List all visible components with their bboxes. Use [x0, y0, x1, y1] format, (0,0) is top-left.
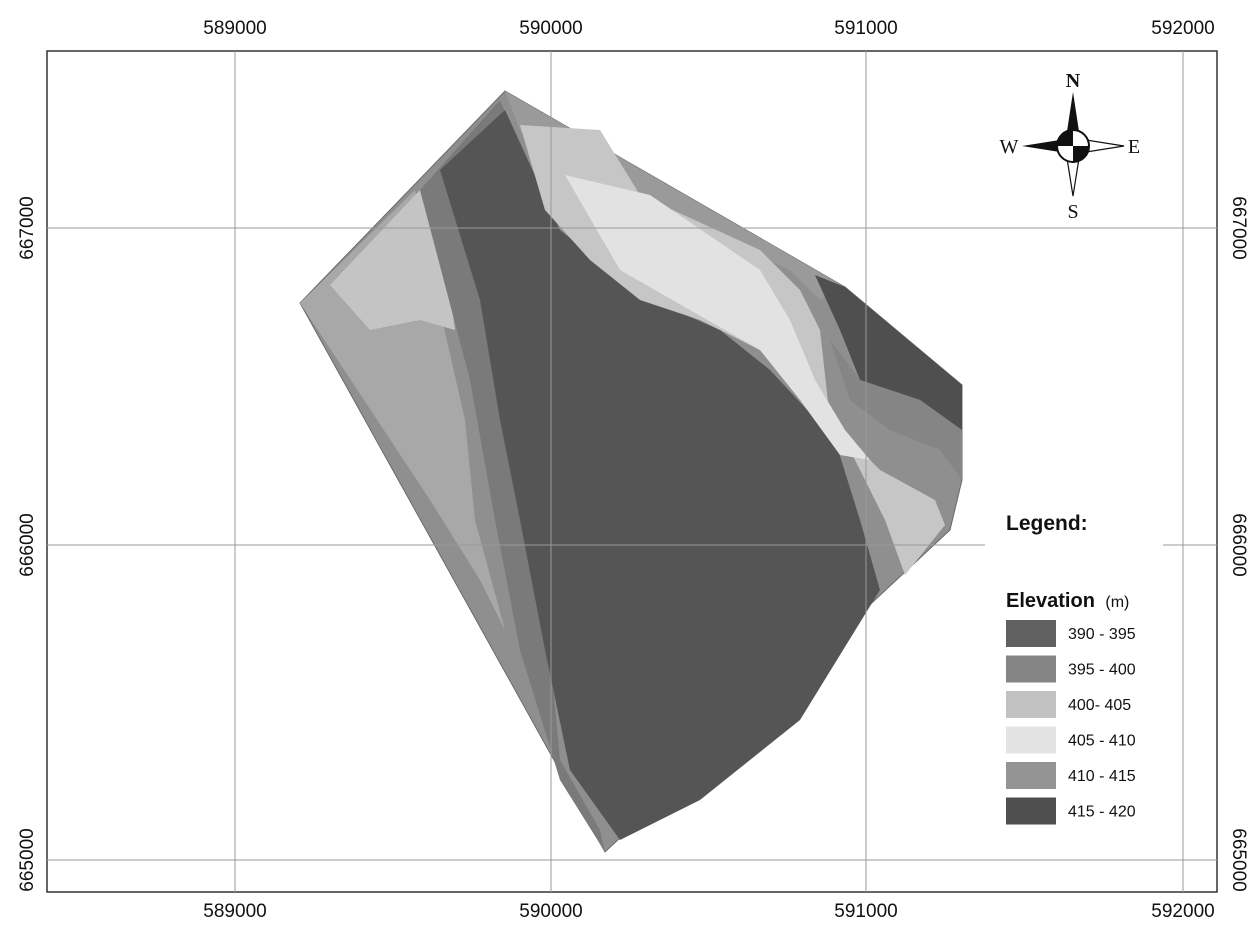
x-axis-top: 589000 590000 591000 592000	[203, 18, 1214, 39]
legend-swatch	[1006, 762, 1056, 789]
y-tick-label: 666000	[1228, 513, 1249, 576]
legend-items: 390 - 395 395 - 400 400- 405 405 - 410 410 -…	[1006, 620, 1136, 825]
north-arrow-icon: N S W E	[1000, 70, 1141, 223]
legend-label: 390 - 395	[1068, 626, 1136, 643]
legend-swatch	[1006, 620, 1056, 647]
legend-swatch	[1006, 655, 1056, 683]
legend-label: 405 - 410	[1068, 733, 1136, 750]
graticule	[47, 51, 1217, 892]
legend-label: 395 - 400	[1068, 662, 1136, 679]
y-tick-label: 667000	[1228, 196, 1249, 259]
legend-swatch	[1006, 691, 1056, 718]
y-tick-label: 667000	[17, 196, 38, 259]
compass-south-label: S	[1067, 201, 1078, 223]
compass-north-label: N	[1066, 70, 1081, 92]
x-tick-label: 592000	[1151, 18, 1214, 39]
x-tick-label: 590000	[519, 18, 582, 39]
y-tick-label: 665000	[1228, 828, 1249, 891]
elevation-surface	[299, 90, 963, 853]
x-tick-label: 591000	[834, 18, 897, 39]
y-axis-right: 667000 666000 665000	[1228, 196, 1249, 891]
x-axis-bottom: 589000 590000 591000 592000	[203, 901, 1214, 922]
y-axis-left: 667000 666000 665000	[17, 196, 38, 891]
legend-title: Legend:	[1006, 512, 1088, 535]
legend-label: 415 - 420	[1068, 804, 1136, 821]
x-tick-label: 589000	[203, 18, 266, 39]
x-tick-label: 589000	[203, 901, 266, 922]
legend-unit: (m)	[1105, 594, 1129, 611]
x-tick-label: 591000	[834, 901, 897, 922]
legend-label: 410 - 415	[1068, 768, 1136, 785]
compass-east-label: E	[1128, 136, 1140, 158]
legend-label: 400- 405	[1068, 697, 1131, 714]
x-tick-label: 592000	[1151, 901, 1214, 922]
legend-swatch	[1006, 797, 1056, 825]
compass-west-label: W	[1000, 136, 1019, 158]
legend-swatch	[1006, 726, 1056, 754]
y-tick-label: 666000	[17, 513, 38, 576]
x-tick-label: 590000	[519, 901, 582, 922]
legend-subtitle-text: Elevation	[1006, 590, 1095, 612]
legend-subtitle: Elevation (m)	[1006, 590, 1129, 612]
y-tick-label: 665000	[17, 828, 38, 891]
legend: Legend: Elevation (m) 390 - 395 395 - 400…	[1006, 512, 1136, 825]
